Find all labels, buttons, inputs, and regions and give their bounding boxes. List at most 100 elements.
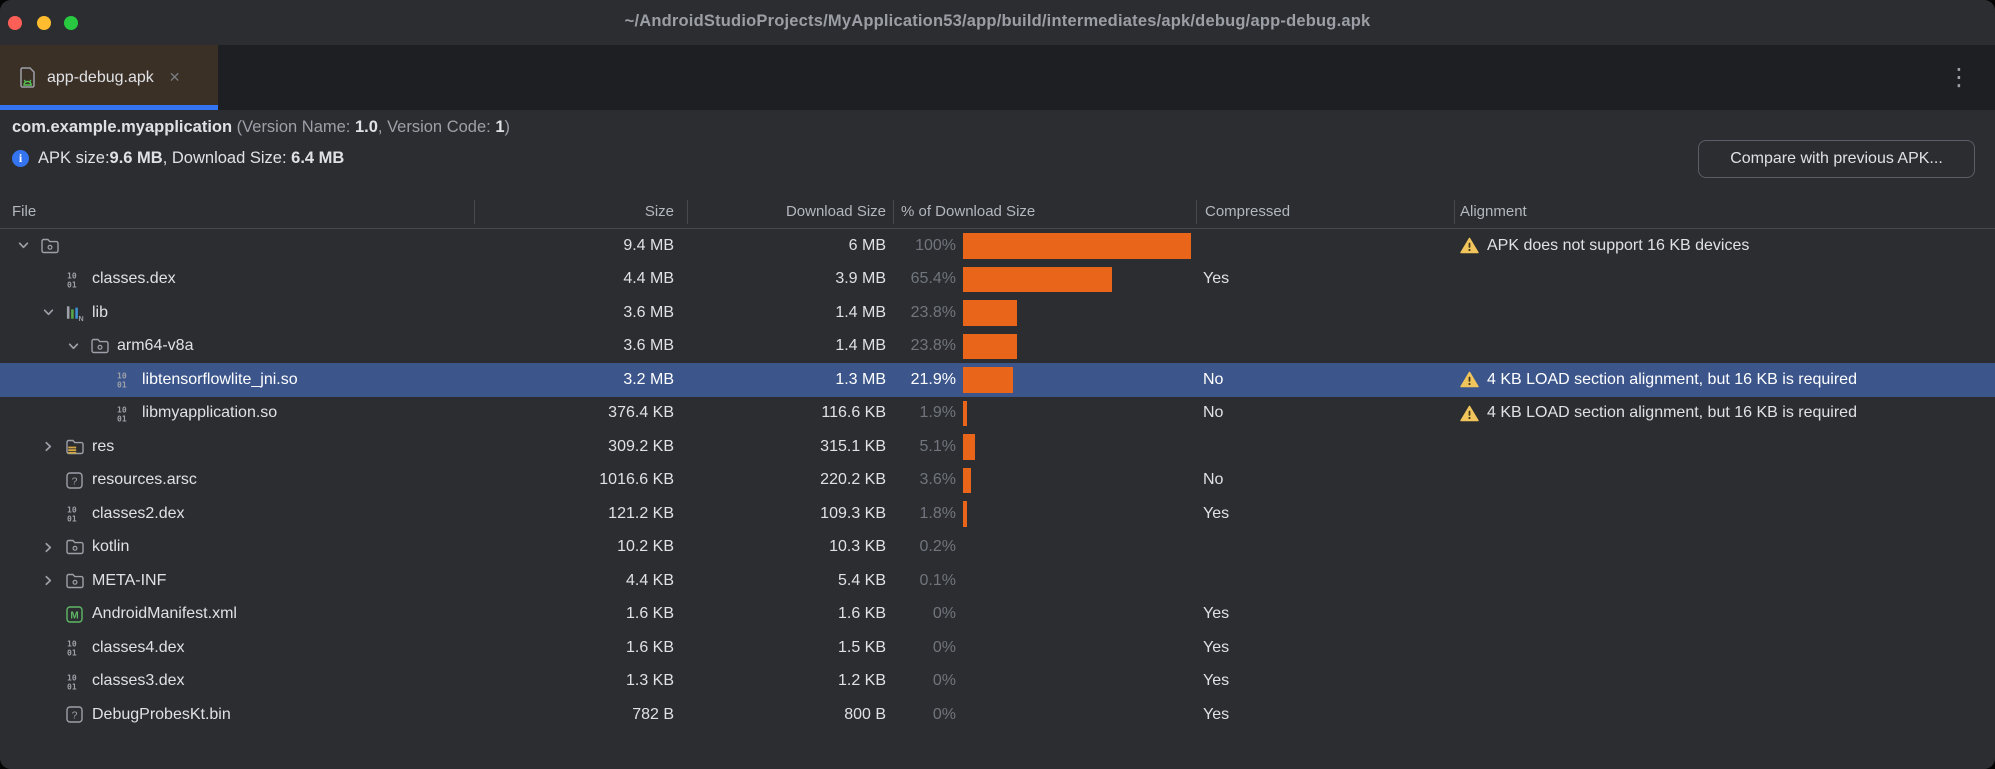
column-divider xyxy=(687,200,688,224)
chevron-right-icon[interactable] xyxy=(41,439,65,454)
folder-icon xyxy=(40,237,61,255)
close-window-button[interactable] xyxy=(8,16,22,30)
version-code-value: 1 xyxy=(495,118,505,136)
compressed-flag: Yes xyxy=(1203,504,1230,522)
tab-options-menu-icon[interactable]: ⋮ xyxy=(1947,63,1971,91)
table-row[interactable]: 10 01 classes.dex 4.4 MB 3.9 MB 65.4% Yes xyxy=(0,263,1995,297)
download-percent: 21.9% xyxy=(910,370,956,388)
file-download-size: 109.3 KB xyxy=(820,504,886,522)
download-percent-bar xyxy=(963,233,1191,259)
file-size: 376.4 KB xyxy=(608,404,674,422)
compressed-flag: Yes xyxy=(1203,705,1230,723)
tab-close-icon[interactable]: ✕ xyxy=(168,69,181,85)
table-row[interactable]: 10 01 classes2.dex 121.2 KB 109.3 KB 1.8% Yes xyxy=(0,497,1995,531)
fullscreen-window-button[interactable] xyxy=(64,16,78,30)
manifest-icon: M xyxy=(65,605,86,624)
table-row[interactable]: 10 01 libtensorflowlite_jni.so 3.2 MB 1.3 MB… xyxy=(0,363,1995,397)
file-size: 121.2 KB xyxy=(608,504,674,522)
file-name: AndroidManifest.xml xyxy=(92,605,237,623)
table-row[interactable]: ? resources.arsc 1016.6 KB 220.2 KB 3.6% No xyxy=(0,464,1995,498)
download-percent-bar xyxy=(963,266,1112,292)
file-size: 3.2 MB xyxy=(623,370,674,388)
unknown-icon: ? xyxy=(65,705,86,724)
file-size: 1.6 KB xyxy=(625,638,674,656)
chevron-down-icon[interactable] xyxy=(16,238,40,253)
file-download-size: 1.3 MB xyxy=(835,370,886,388)
table-row[interactable]: arm64-v8a 3.6 MB 1.4 MB 23.8% xyxy=(0,330,1995,364)
column-header-size[interactable]: Size xyxy=(644,203,674,220)
dex-icon: 10 01 xyxy=(115,404,136,423)
download-percent: 0% xyxy=(932,605,956,623)
table-row[interactable]: res 309.2 KB 315.1 KB 5.1% xyxy=(0,430,1995,464)
file-size: 4.4 MB xyxy=(623,270,674,288)
column-header-download-size[interactable]: Download Size xyxy=(785,203,886,220)
chevron-right-icon[interactable] xyxy=(41,573,65,588)
table-row[interactable]: 10 01 classes3.dex 1.3 KB 1.2 KB 0% Yes xyxy=(0,665,1995,699)
table-row[interactable]: 10 01 libmyapplication.so 376.4 KB 116.6 KB 1… xyxy=(0,397,1995,431)
tab-app-debug-apk[interactable]: app-debug.apk ✕ xyxy=(0,45,218,110)
download-percent-bar xyxy=(963,333,1017,359)
download-percent-bar xyxy=(963,501,967,527)
dex-icon: 10 01 xyxy=(65,504,86,524)
svg-text:01: 01 xyxy=(67,280,77,289)
file-size: 1.6 KB xyxy=(625,605,674,623)
svg-text:01: 01 xyxy=(117,414,127,423)
column-header-compressed[interactable]: Compressed xyxy=(1205,203,1291,220)
column-header-percent-of-download-size[interactable]: % of Download Size xyxy=(901,203,1036,220)
download-percent: 3.6% xyxy=(919,471,956,489)
table-row[interactable]: M AndroidManifest.xml 1.6 KB 1.6 KB 0% Yes xyxy=(0,598,1995,632)
file-size: 782 B xyxy=(632,705,674,723)
svg-text:?: ? xyxy=(72,710,78,722)
file-name: classes3.dex xyxy=(92,672,185,690)
column-header-file[interactable]: File xyxy=(12,203,37,220)
download-percent: 100% xyxy=(915,236,956,254)
warning-icon xyxy=(1460,405,1479,422)
table-row[interactable]: kotlin 10.2 KB 10.3 KB 0.2% xyxy=(0,531,1995,565)
download-percent: 0% xyxy=(932,672,956,690)
file-download-size: 315.1 KB xyxy=(820,437,886,455)
svg-text:M: M xyxy=(70,610,78,621)
file-download-size: 116.6 KB xyxy=(821,404,886,422)
file-name: classes.dex xyxy=(92,270,176,288)
download-percent: 1.9% xyxy=(919,404,956,422)
lib-icon: N xyxy=(65,303,86,323)
file-download-size: 220.2 KB xyxy=(820,471,886,489)
version-code-label: , Version Code: xyxy=(377,118,496,136)
alignment-warning-text: 4 KB LOAD section alignment, but 16 KB i… xyxy=(1487,404,1857,422)
download-percent: 0.2% xyxy=(919,538,956,556)
table-row[interactable]: ? DebugProbesKt.bin 782 B 800 B 0% Yes xyxy=(0,698,1995,732)
apk-analyzer-content: com.example.myapplication (Version Name:… xyxy=(0,110,1995,769)
apk-size-label: APK size: xyxy=(38,149,110,167)
table-row[interactable]: 9.4 MB 6 MB 100% APK does not support 16 KB… xyxy=(0,229,1995,263)
download-percent: 5.1% xyxy=(919,437,956,455)
chevron-right-icon[interactable] xyxy=(41,540,65,555)
minimize-window-button[interactable] xyxy=(37,16,51,30)
column-divider xyxy=(474,200,475,224)
download-size-value: 6.4 MB xyxy=(291,149,345,167)
apk-size-value: 9.6 MB xyxy=(109,149,163,167)
column-header-alignment[interactable]: Alignment xyxy=(1460,203,1527,220)
file-size: 1016.6 KB xyxy=(599,471,674,489)
download-size-label: , Download Size: xyxy=(162,149,287,167)
file-name: res xyxy=(92,437,115,455)
svg-text:01: 01 xyxy=(67,649,77,658)
dex-icon: 10 01 xyxy=(65,672,86,691)
download-percent-bar xyxy=(963,434,975,460)
compare-with-previous-apk-button[interactable]: Compare with previous APK... xyxy=(1698,140,1975,178)
chevron-down-icon[interactable] xyxy=(41,305,65,320)
warning-icon xyxy=(1460,371,1479,388)
compressed-flag: Yes xyxy=(1203,605,1230,623)
dex-icon: 10 01 xyxy=(65,638,86,658)
file-size: 9.4 MB xyxy=(623,236,674,254)
file-download-size: 1.4 MB xyxy=(835,337,886,355)
file-size: 1.3 KB xyxy=(625,672,674,690)
chevron-down-icon[interactable] xyxy=(66,339,90,354)
table-row[interactable]: 10 01 classes4.dex 1.6 KB 1.5 KB 0% Yes xyxy=(0,631,1995,665)
download-percent: 1.8% xyxy=(919,504,956,522)
folder-res-icon xyxy=(65,438,86,456)
file-download-size: 1.6 KB xyxy=(837,605,886,623)
download-percent: 23.8% xyxy=(910,303,956,321)
table-row[interactable]: META-INF 4.4 KB 5.4 KB 0.1% xyxy=(0,564,1995,598)
apk-file-icon xyxy=(17,66,38,89)
